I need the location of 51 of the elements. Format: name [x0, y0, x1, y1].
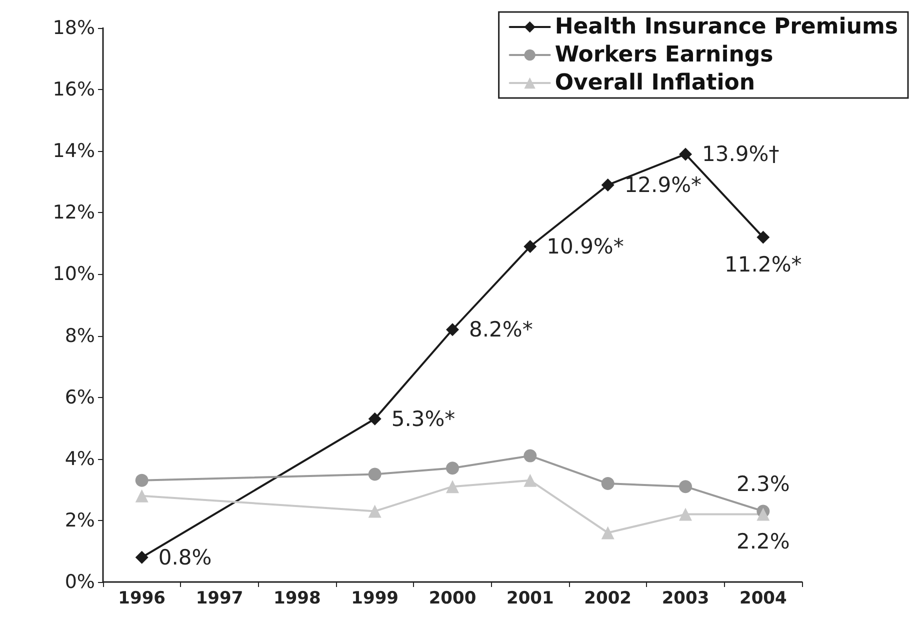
x-tick-label: 2001 [506, 588, 554, 608]
y-tick-label: 14% [52, 140, 95, 162]
x-tick-label: 2002 [584, 588, 632, 608]
x-tick-label: 1997 [196, 588, 244, 608]
data-label: 10.9%* [546, 234, 624, 259]
point [756, 230, 770, 244]
data-label: 2.2% [736, 529, 790, 554]
point [679, 148, 692, 161]
x-tick-label: 2000 [428, 588, 476, 608]
point [524, 474, 537, 487]
point [135, 489, 148, 502]
y-tick-label: 2% [64, 509, 95, 532]
point [446, 480, 459, 494]
y-tick-label: 0% [64, 571, 95, 593]
data-label: 12.9%* [624, 172, 702, 197]
point [368, 504, 382, 518]
point [679, 480, 692, 494]
point [524, 449, 537, 462]
x-tick-label: 1996 [118, 588, 166, 608]
point [368, 412, 382, 426]
data-label: 5.3%* [391, 406, 456, 431]
point [368, 468, 382, 481]
point [524, 240, 537, 254]
y-tick-label: 12% [52, 202, 95, 224]
x-tick-label: 1999 [351, 588, 398, 608]
y-tick-label: 10% [52, 263, 95, 286]
data-label: 0.8% [158, 545, 212, 570]
point [135, 550, 148, 564]
legend-label: Overall Inflation [554, 70, 756, 96]
x-tick-label: 1998 [274, 588, 321, 608]
point [601, 526, 614, 540]
legend-label: Health Insurance Premiums [554, 14, 898, 40]
x-tick-label: 2003 [662, 588, 710, 608]
data-label: 11.2%* [724, 252, 802, 276]
y-tick-label: 4% [64, 448, 95, 470]
x-tick-label: 2004 [740, 588, 787, 608]
point [446, 462, 459, 475]
point [679, 508, 692, 521]
point [756, 508, 770, 521]
y-tick-label: 18% [52, 17, 95, 39]
legend-label: Workers Earnings [554, 42, 774, 68]
point [135, 474, 148, 487]
y-tick-label: 6% [64, 386, 95, 408]
data-label: 13.9%† [702, 142, 780, 166]
point [446, 323, 459, 336]
data-label: 8.2%* [469, 318, 533, 342]
point [601, 477, 614, 490]
y-tick-label: 8% [64, 324, 95, 347]
data-label: 2.3% [736, 472, 790, 496]
point [601, 178, 614, 192]
y-tick-label: 16% [52, 78, 95, 101]
